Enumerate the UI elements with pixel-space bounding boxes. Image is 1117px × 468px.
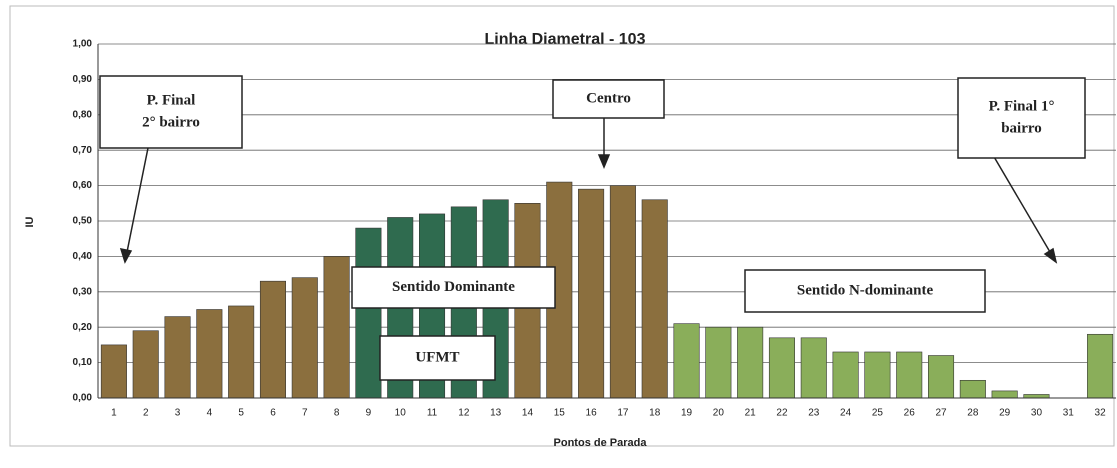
x-tick-label: 11: [427, 408, 438, 419]
bar: [259, 280, 286, 399]
bar: [100, 344, 127, 399]
bar: [991, 390, 1018, 399]
x-tick-label: 10: [395, 408, 407, 419]
annotation: P. Final: [147, 92, 196, 108]
annotation: Centro: [586, 90, 631, 106]
bar: [673, 323, 700, 399]
x-tick-label: 26: [904, 408, 916, 419]
y-tick-label: 1,00: [73, 39, 93, 50]
x-tick-label: 14: [522, 408, 534, 419]
x-tick-label: 31: [1063, 408, 1075, 419]
x-tick-label: 24: [840, 408, 852, 419]
x-tick-label: 3: [175, 408, 181, 419]
annotation: bairro: [1001, 120, 1042, 136]
bar: [132, 330, 159, 399]
bar: [737, 326, 764, 399]
bar: [609, 185, 636, 399]
x-tick-label: 32: [1095, 408, 1107, 419]
bar: [323, 256, 350, 399]
annotation: P. Final 1°: [989, 98, 1055, 114]
y-tick-label: 0,80: [73, 109, 93, 120]
x-tick-label: 19: [681, 408, 693, 419]
y-tick-label: 0,00: [73, 393, 93, 404]
x-tick-label: 1: [111, 408, 117, 419]
x-tick-label: 12: [458, 408, 470, 419]
x-tick-label: 18: [649, 408, 661, 419]
annotation: 2° bairro: [142, 114, 200, 130]
bar: [705, 326, 732, 399]
x-tick-label: 13: [490, 408, 502, 419]
annotation: Sentido N-dominante: [797, 282, 934, 298]
y-tick-label: 0,90: [73, 74, 93, 85]
bar: [641, 199, 668, 399]
x-tick-label: 16: [586, 408, 598, 419]
x-tick-label: 8: [334, 408, 340, 419]
x-tick-label: 23: [808, 408, 820, 419]
bar: [228, 305, 255, 399]
x-tick-label: 5: [238, 408, 244, 419]
annotation: UFMT: [415, 349, 459, 365]
x-tick-label: 25: [872, 408, 884, 419]
x-axis-label: Pontos de Parada: [554, 437, 648, 449]
bar: [291, 277, 318, 399]
y-tick-label: 0,50: [73, 216, 93, 227]
x-tick-label: 17: [617, 408, 629, 419]
bar: [800, 337, 827, 399]
x-tick-label: 27: [935, 408, 947, 419]
bar: [832, 351, 859, 399]
bar: [864, 351, 891, 399]
y-tick-label: 0,60: [73, 180, 93, 191]
annotation-box: [552, 79, 665, 119]
y-axis-label: IU: [24, 216, 36, 227]
arrow: [989, 149, 1051, 253]
bar: [578, 188, 605, 399]
bar: [959, 379, 986, 399]
arrow-head: [597, 154, 611, 169]
annotation-box: [957, 77, 1086, 159]
y-tick-label: 0,20: [73, 322, 93, 333]
x-tick-label: 28: [967, 408, 979, 419]
annotation-box: [351, 266, 556, 309]
x-tick-label: 29: [999, 408, 1011, 419]
bar: [1087, 333, 1114, 399]
bar: [768, 337, 795, 399]
x-tick-label: 15: [554, 408, 566, 419]
plot: 0,00 0,10 0,20 0,30 0,40 0,50 0,60 0,70 0,80 0,90…: [73, 39, 1116, 419]
x-tick-label: 22: [776, 408, 788, 419]
x-tick-label: 30: [1031, 408, 1043, 419]
arrow-head: [1043, 247, 1058, 264]
bar: [1023, 394, 1050, 399]
annotation-box: [744, 269, 986, 313]
x-tick-label: 6: [270, 408, 276, 419]
bar: [164, 316, 191, 399]
x-tick-label: 20: [713, 408, 725, 419]
bar: [355, 227, 382, 399]
x-tick-label: 7: [302, 408, 308, 419]
x-tick-label: 4: [207, 408, 213, 419]
annotation-box: [379, 335, 496, 381]
annotation: Sentido Dominante: [392, 279, 515, 295]
x-tick-label: 21: [745, 408, 757, 419]
bar: [196, 309, 223, 399]
arrow-head: [119, 248, 133, 264]
y-tick-label: 0,30: [73, 286, 93, 297]
arrow: [126, 147, 149, 253]
arrows: [119, 118, 1058, 264]
y-tick-label: 0,10: [73, 357, 93, 368]
chart-title: Linha Diametral - 103: [485, 31, 646, 48]
y-tick-label: 0,70: [73, 145, 93, 156]
y-tick-label: 0,40: [73, 251, 93, 262]
x-tick-label: 2: [143, 408, 149, 419]
bar: [896, 351, 923, 399]
annotation-box: [99, 75, 243, 149]
x-tick-label: 9: [366, 408, 372, 419]
bar: [928, 355, 955, 399]
